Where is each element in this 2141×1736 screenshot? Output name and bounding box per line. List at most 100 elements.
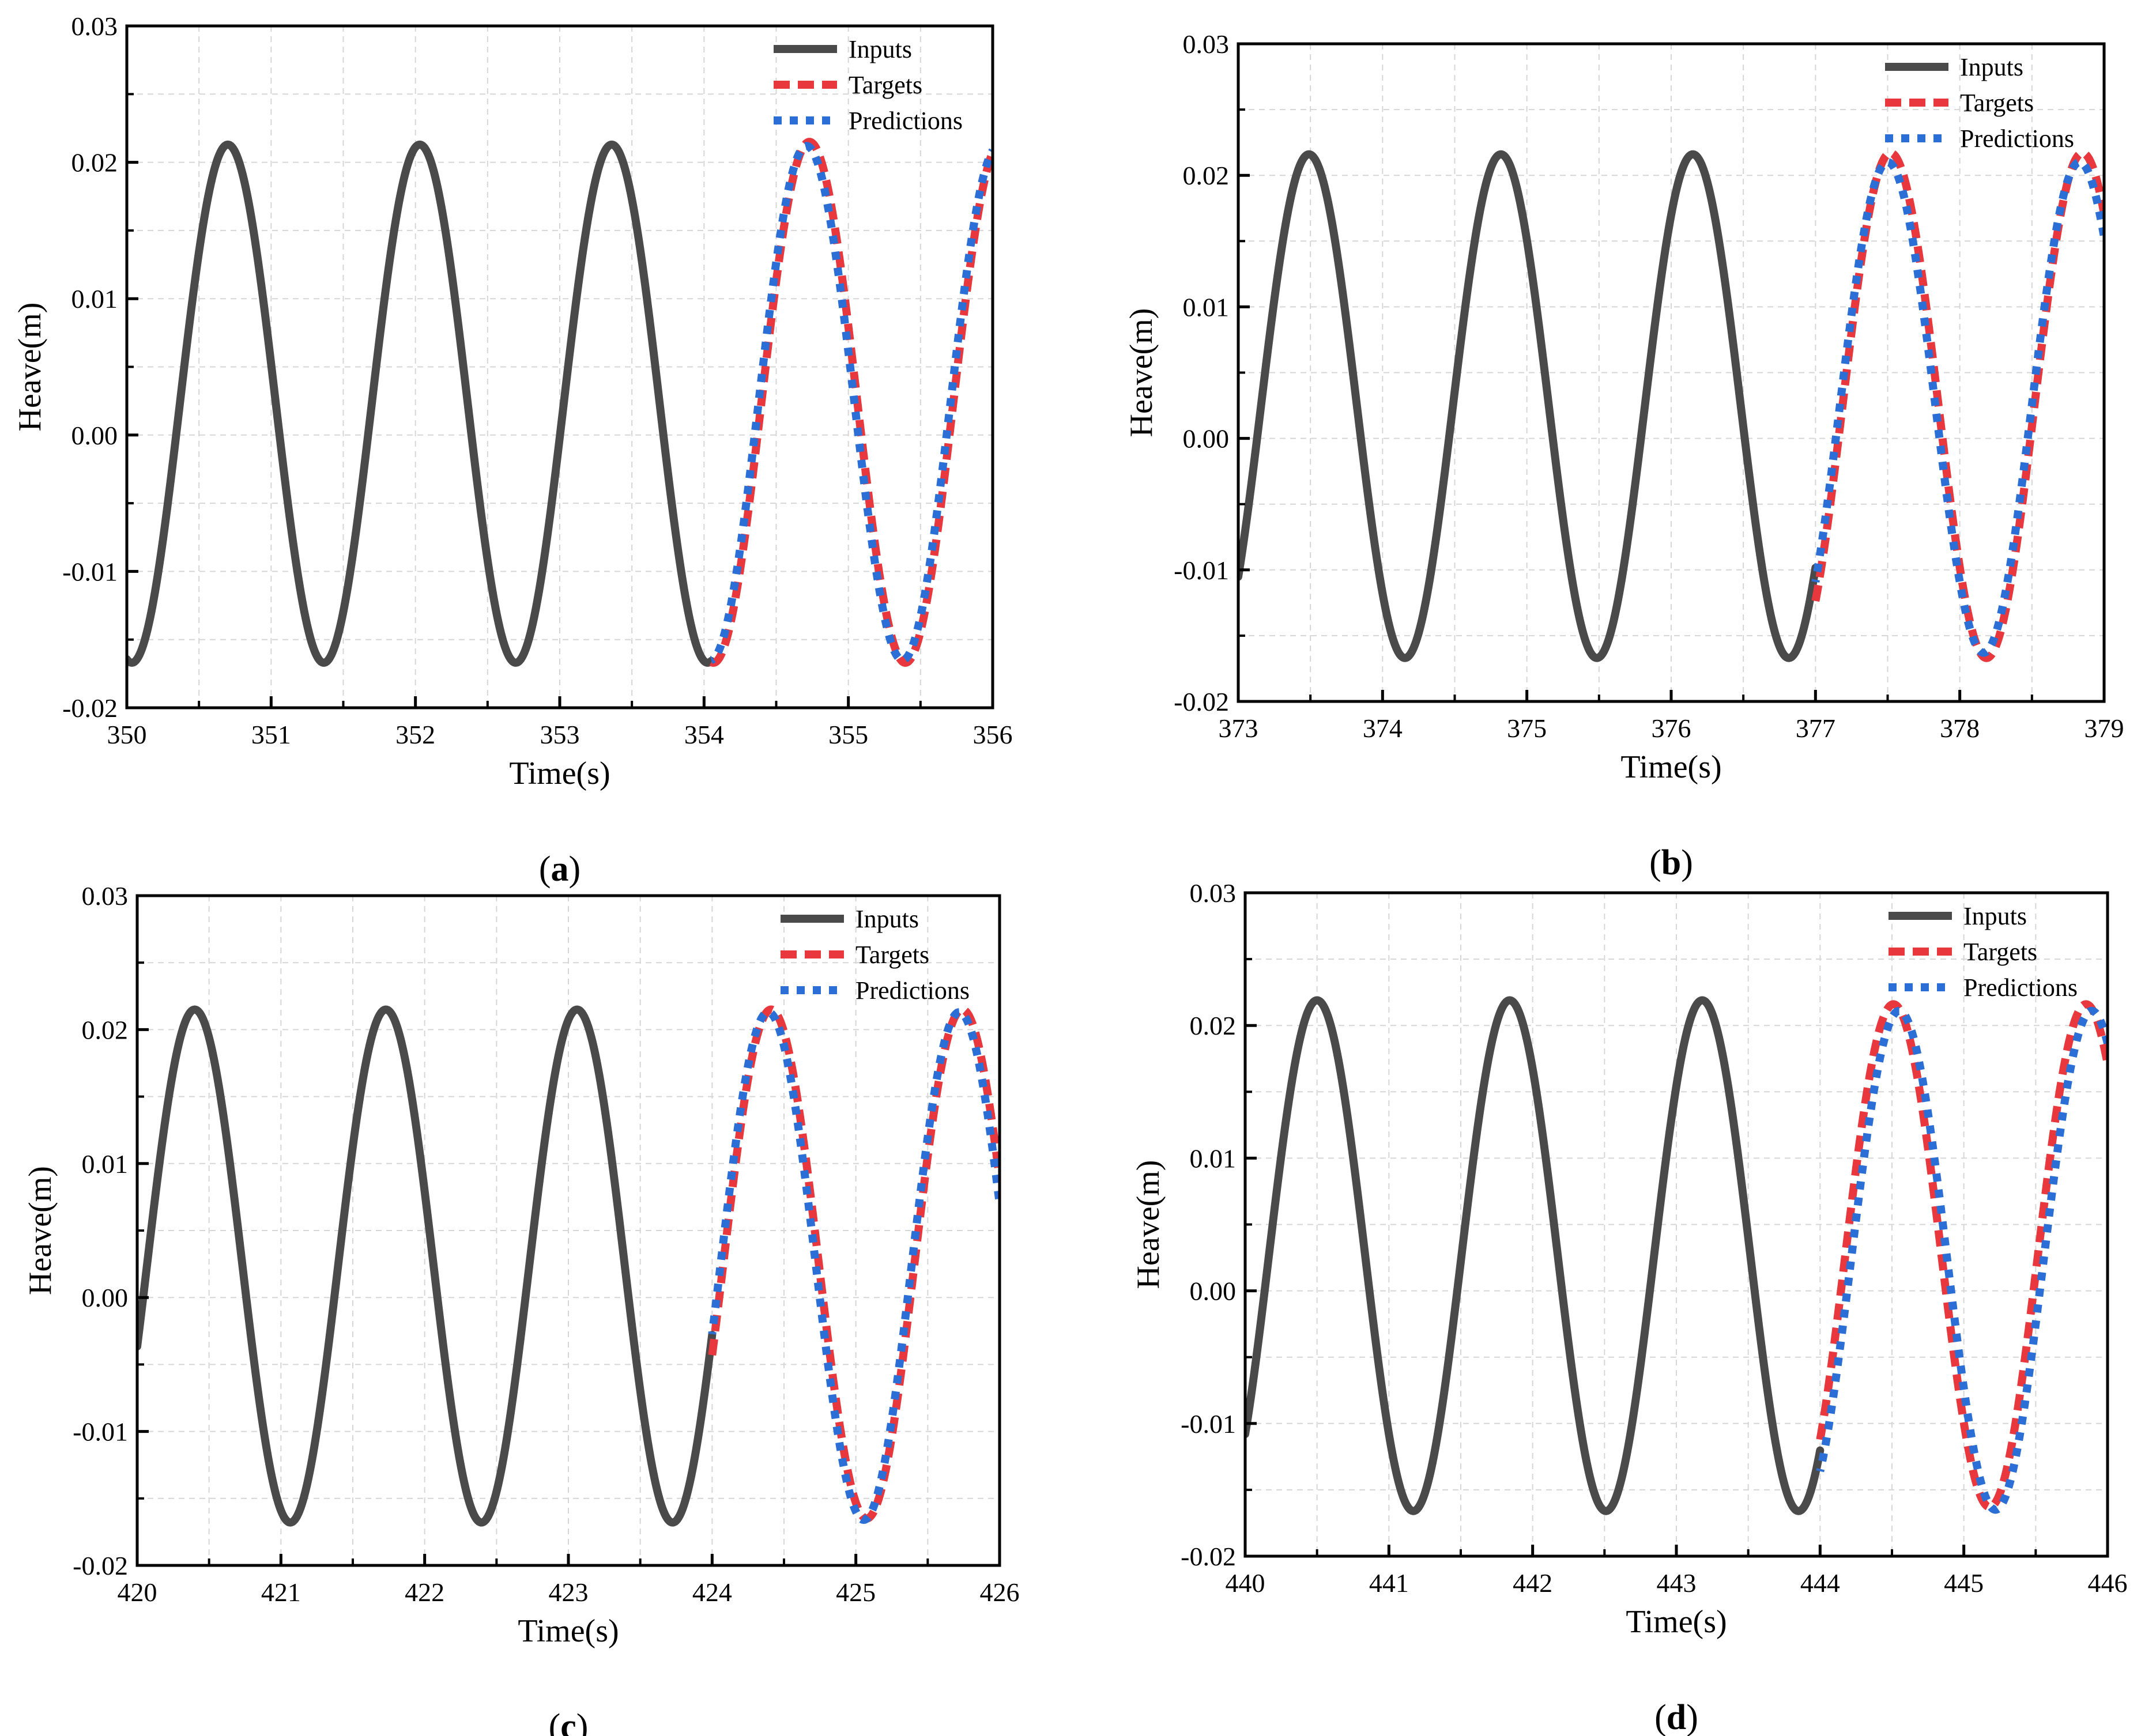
y-tick-label: 0.00 [71,421,118,450]
series-line-inputs [127,140,715,667]
x-tick-label: 424 [692,1578,732,1607]
legend-label-targets: Targets [855,941,929,969]
y-tick-label: -0.02 [1174,687,1229,716]
y-tick-label: 0.00 [82,1283,129,1312]
x-tick-label: 444 [1800,1568,1840,1598]
x-tick-label: 445 [1944,1568,1984,1598]
series-line-targets [708,1005,1000,1523]
y-tick-label: -0.01 [73,1417,128,1447]
x-tick-label: 375 [1507,714,1547,743]
legend-label-predictions: Predictions [855,976,970,1005]
legend-label-targets: Targets [849,71,922,99]
y-tick-label: 0.02 [1190,1011,1237,1040]
x-tick-label: 425 [836,1578,876,1607]
legend-label-targets: Targets [1963,938,2037,966]
x-tick-label: 441 [1369,1568,1409,1598]
legend-label-inputs: Inputs [849,35,912,63]
y-tick-label: 0.00 [1190,1277,1237,1306]
x-tick-label: 355 [828,720,868,749]
x-tick-label: 443 [1657,1568,1697,1598]
legend-label-predictions: Predictions [849,107,963,135]
panel-caption: (a) [539,850,581,889]
legend: Inputs Targets Predictions [774,35,963,135]
legend-label-inputs: Inputs [1963,902,2027,930]
y-tick-label: -0.01 [1174,556,1229,585]
series-line-inputs [1238,150,1820,662]
y-axis-title: Heave(m) [1124,308,1159,437]
legend-label-inputs: Inputs [855,905,919,933]
chart-panel-c: 420 421 422 423 424 425 426 -0.02 -0.01 0.00 0.01 0… [22,881,1020,1736]
legend-label-predictions: Predictions [1960,124,2074,153]
x-tick-label: 353 [540,720,580,749]
x-tick-label: 420 [118,1578,157,1607]
y-tick-label: 0.00 [1183,424,1230,454]
y-tick-label: 0.01 [71,284,118,314]
y-tick-label: -0.01 [1181,1409,1236,1439]
series-group [137,1005,1000,1527]
x-axis-title: Time(s) [1620,749,1721,785]
series-line-targets [1811,149,2104,662]
y-tick-label: -0.02 [62,693,118,723]
y-tick-label: 0.01 [1190,1144,1237,1173]
y-tick-label: 0.02 [1183,161,1230,190]
x-tick-label: 377 [1796,714,1835,743]
x-tick-label: 376 [1652,714,1691,743]
legend-label-inputs: Inputs [1960,53,2023,81]
y-tick-label: -0.02 [1181,1542,1236,1571]
series-line-targets [1816,1000,2108,1511]
y-tick-label: 0.02 [82,1015,129,1044]
x-tick-label: 440 [1226,1568,1265,1598]
x-axis-title: Time(s) [518,1613,619,1649]
y-tick-label: -0.01 [62,557,118,586]
x-tick-label: 426 [980,1578,1020,1607]
chart-panel-d: 440 441 442 443 444 445 446 -0.02 -0.01 0.00 0.01 0… [1130,878,2128,1736]
legend: Inputs Targets Predictions [1889,902,2078,1002]
x-tick-label: 350 [107,720,147,749]
chart-panel-b: 373 374 375 376 377 378 379 -0.02 -0.01 0.00 0.01 0… [1124,29,2124,882]
legend: Inputs Targets Predictions [1885,53,2074,153]
series-group [1245,996,2108,1515]
y-tick-label: 0.03 [71,12,118,41]
x-axis-title: Time(s) [509,756,610,791]
chart-panel-a: 350 351 352 353 354 355 356 -0.02 -0.01 0.00 0.01 0… [12,12,1013,889]
series-line-inputs [1245,996,1825,1515]
x-tick-label: 446 [2088,1568,2128,1598]
series-group [127,138,993,667]
panel-caption: (c) [549,1707,589,1736]
x-tick-label: 379 [2085,714,2124,743]
x-tick-label: 378 [1940,714,1980,743]
series-line-predictions [707,142,993,665]
y-tick-label: 0.01 [1183,292,1230,322]
x-tick-label: 421 [261,1578,301,1607]
series-line-inputs [137,1005,717,1527]
legend-label-predictions: Predictions [1963,973,2078,1002]
y-tick-label: 0.03 [1183,29,1230,59]
y-tick-label: 0.03 [1190,878,1237,908]
x-tick-label: 374 [1363,714,1403,743]
x-tick-label: 373 [1219,714,1258,743]
y-tick-label: 0.03 [82,881,129,911]
x-tick-label: 422 [405,1578,444,1607]
panel-caption: (d) [1654,1698,1698,1736]
x-tick-label: 423 [549,1578,589,1607]
series-line-predictions [708,1008,1000,1524]
y-axis-title: Heave(m) [22,1166,58,1295]
y-axis-title: Heave(m) [1130,1160,1166,1289]
legend: Inputs Targets Predictions [781,905,970,1005]
x-tick-label: 442 [1513,1568,1552,1598]
x-tick-label: 356 [973,720,1013,749]
series-group [1238,149,2104,662]
x-tick-label: 354 [684,720,724,749]
y-tick-label: 0.01 [82,1149,129,1179]
legend-label-targets: Targets [1960,89,2034,117]
series-line-predictions [1811,158,2104,657]
y-tick-label: -0.02 [73,1551,128,1580]
panel-caption: (b) [1649,843,1693,882]
y-tick-label: 0.02 [71,148,118,178]
y-axis-title: Heave(m) [12,303,48,432]
x-tick-label: 352 [395,720,435,749]
series-line-predictions [1816,1006,2108,1514]
x-tick-label: 351 [251,720,291,749]
x-axis-title: Time(s) [1626,1604,1727,1640]
